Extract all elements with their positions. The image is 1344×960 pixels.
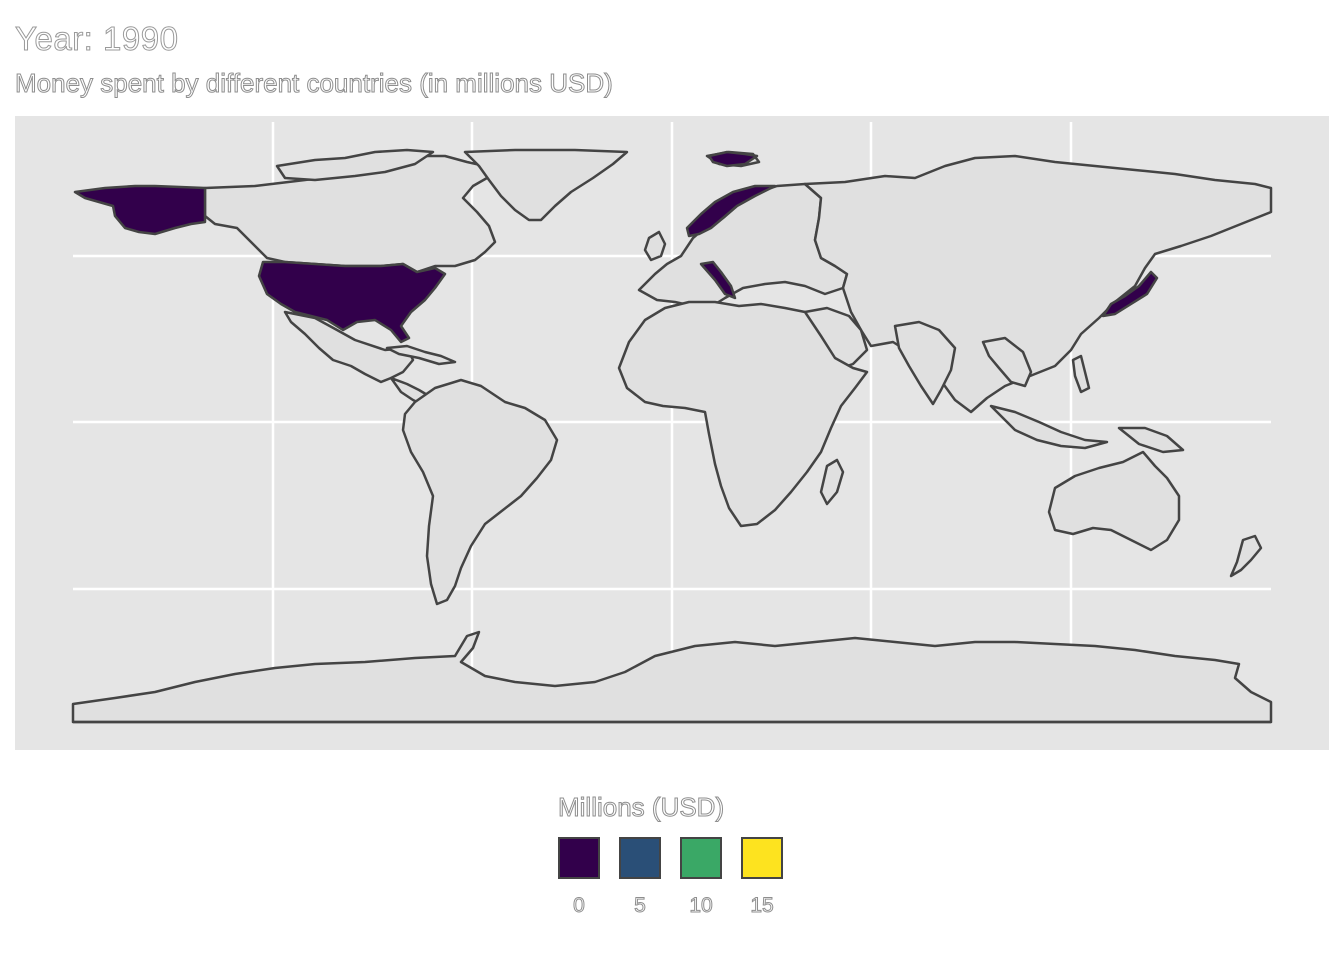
region-philippines [1071,354,1091,394]
region-usa [257,260,447,344]
world-map [71,122,1273,724]
legend-label-5: 5 [634,894,647,918]
map-subtitle: Money spent by different countries (in m… [15,68,614,99]
region-madagascar [819,458,845,506]
region-south-america [401,378,559,606]
region-caribbean [385,344,457,366]
region-indonesia [989,404,1109,450]
region-japan [1101,270,1159,318]
region-australia [1047,450,1181,552]
legend-key-15 [741,837,783,879]
legend-key-10 [680,837,722,879]
region-asia [803,154,1273,414]
legend-key-5 [619,837,661,879]
legend-label-10: 10 [689,894,713,918]
region-southeast-asia [981,336,1033,388]
region-svalbard [707,150,759,168]
region-new-guinea [1117,426,1185,454]
region-arctic-islands [275,148,435,182]
region-italy [699,260,737,300]
region-alaska [73,184,207,236]
legend-title: Millions (USD) [557,792,725,823]
legend-key-0 [558,837,600,879]
region-uk [643,230,667,262]
legend-label-15: 15 [750,894,774,918]
region-greenland [463,148,629,222]
map-title: Year: 1990 [14,20,179,58]
region-new-zealand [1229,534,1263,578]
region-africa [617,300,869,528]
region-antarctica [71,630,1273,724]
region-norway [685,184,777,238]
legend-label-0: 0 [573,894,586,918]
region-india [893,320,957,406]
